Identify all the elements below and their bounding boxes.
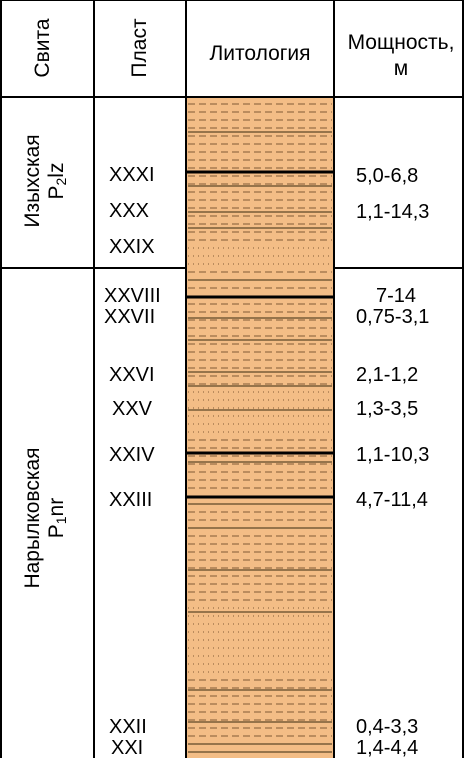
thickness-value: 1,1-14,3 — [356, 201, 430, 223]
layer-name: XXI — [111, 737, 144, 759]
thickness-value: 1,3-3,5 — [356, 398, 419, 420]
layer-name: XXXI — [109, 164, 155, 186]
header-suite: Свита — [31, 18, 54, 78]
layer-name: XXVI — [109, 364, 155, 386]
header-layer: Пласт — [128, 18, 151, 78]
header-thickness: Мощность, м — [338, 30, 464, 82]
layer-name: XXVII — [104, 306, 156, 328]
suite-index: P1nr — [45, 497, 69, 539]
layer-name: XXVIII — [104, 285, 161, 307]
layer-name: XXIII — [109, 489, 153, 511]
layer-name: XXII — [109, 716, 147, 738]
thickness-value: 7-14 — [376, 285, 417, 307]
thickness-value: 5,0-6,8 — [356, 165, 419, 187]
suite-izykh: Изыхская P2lz — [21, 111, 69, 251]
thickness-value: 1,4-4,4 — [356, 737, 419, 759]
coal-seams — [186, 170, 334, 499]
suite-name: Изыхская — [21, 134, 44, 228]
thickness-value: 4,7-11,4 — [356, 489, 428, 511]
thickness-value: 0,75-3,1 — [356, 306, 430, 328]
layer-name: XXIX — [109, 236, 155, 258]
layer-name: XXV — [112, 398, 153, 420]
layer-name: XXIV — [109, 444, 155, 466]
thickness-value: 1,1-10,3 — [356, 444, 430, 466]
lithology-pattern — [188, 103, 332, 753]
suite-name: Нарылковская — [21, 447, 44, 589]
suite-narylkov: Нарылковская P1nr — [21, 423, 69, 613]
thickness-value: 0,4-3,3 — [356, 716, 419, 738]
header-thickness-line2: м — [393, 57, 409, 80]
header-lithology: Литология — [209, 42, 311, 65]
header-thickness-line1: Мощность, — [347, 31, 455, 54]
lithology-column — [186, 97, 334, 758]
layer-name: XXX — [109, 200, 150, 222]
thickness-value: 2,1-1,2 — [356, 364, 419, 386]
suite-index: P2lz — [45, 162, 69, 200]
